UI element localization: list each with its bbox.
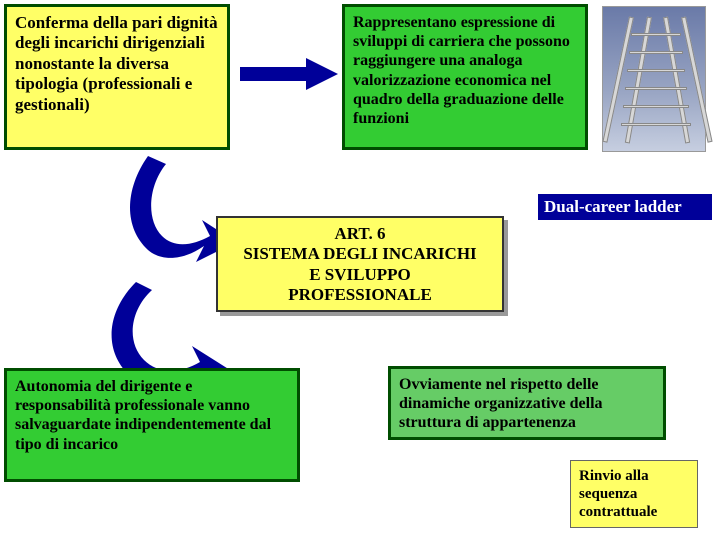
box-rappresentano-espressione-text: Rappresentano espressione di sviluppi di… xyxy=(353,14,570,127)
box-autonomia-dirigente: Autonomia del dirigente e responsabilità… xyxy=(4,368,300,482)
box-rinvio-sequenza: Rinvio alla sequenza contrattuale xyxy=(570,460,698,528)
box-rappresentano-espressione: Rappresentano espressione di sviluppi di… xyxy=(342,4,588,150)
center-line3: E SVILUPPO xyxy=(226,265,494,285)
center-line1: ART. 6 xyxy=(226,224,494,244)
arrow-top-connector xyxy=(236,52,340,96)
ladder-image xyxy=(602,6,706,152)
box-ovviamente-rispetto: Ovviamente nel rispetto delle dinamiche … xyxy=(388,366,666,440)
box-autonomia-dirigente-text: Autonomia del dirigente e responsabilità… xyxy=(15,378,271,453)
ladder-drawing xyxy=(609,13,699,145)
box-ovviamente-rispetto-text: Ovviamente nel rispetto delle dinamiche … xyxy=(399,376,603,431)
center-line2: SISTEMA DEGLI INCARICHI xyxy=(226,244,494,264)
box-art6-center: ART. 6 SISTEMA DEGLI INCARICHI E SVILUPP… xyxy=(216,216,504,312)
label-dual-career-ladder-text: Dual-career ladder xyxy=(544,197,682,216)
box-conferma-dignita-text: Conferma della pari dignità degli incari… xyxy=(15,13,218,114)
box-conferma-dignita: Conferma della pari dignità degli incari… xyxy=(4,4,230,150)
slide-canvas: Conferma della pari dignità degli incari… xyxy=(0,0,720,540)
center-line4: PROFESSIONALE xyxy=(226,285,494,305)
box-rinvio-sequenza-text: Rinvio alla sequenza contrattuale xyxy=(579,468,657,520)
label-dual-career-ladder: Dual-career ladder xyxy=(538,194,712,220)
